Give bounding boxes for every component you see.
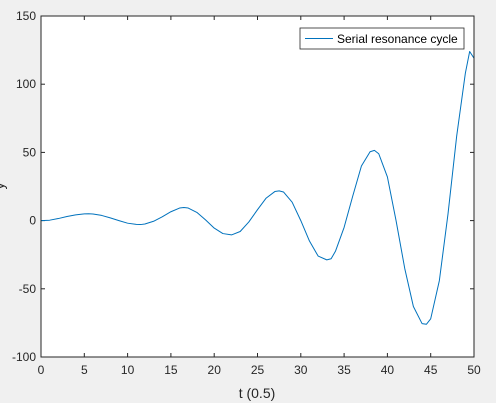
legend-entry-label: Serial resonance cycle <box>337 32 458 46</box>
plot-area <box>41 16 474 357</box>
x-tick-label: 20 <box>208 363 222 377</box>
x-axis-label: t (0.5) <box>239 385 276 401</box>
x-tick-label: 40 <box>381 363 395 377</box>
y-axis-label: y <box>0 183 7 190</box>
x-tick-label: 25 <box>251 363 265 377</box>
x-tick-label: 30 <box>294 363 308 377</box>
x-tick-label: 15 <box>164 363 178 377</box>
y-tick-label: 150 <box>16 9 36 23</box>
x-tick-label: 50 <box>467 363 481 377</box>
y-tick-label: 50 <box>23 145 37 159</box>
y-tick-label: 0 <box>29 214 36 228</box>
x-tick-label: 5 <box>81 363 88 377</box>
y-tick-label: -50 <box>19 282 37 296</box>
x-tick-label: 0 <box>38 363 45 377</box>
y-tick-label: 100 <box>16 77 36 91</box>
y-tick-label: -100 <box>12 350 36 364</box>
x-tick-label: 35 <box>337 363 351 377</box>
x-tick-label: 45 <box>424 363 438 377</box>
legend: Serial resonance cycle <box>300 28 464 49</box>
x-tick-label: 10 <box>121 363 135 377</box>
